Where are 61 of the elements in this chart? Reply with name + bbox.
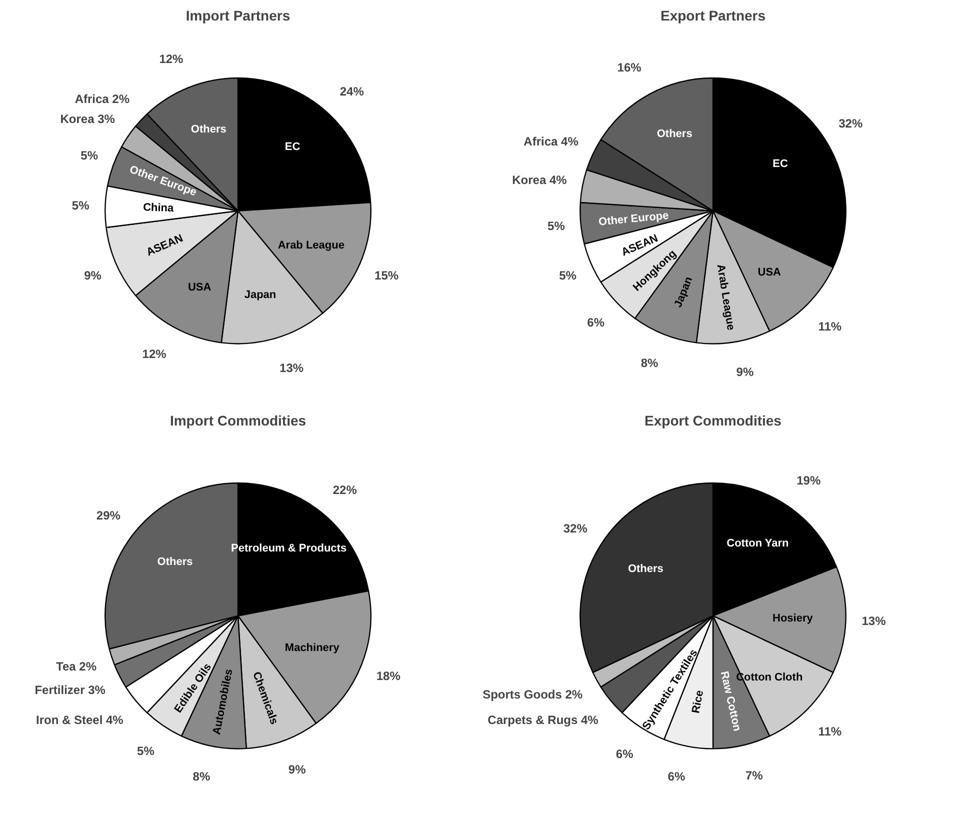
data-label: 32%	[563, 521, 588, 536]
data-label: 13%	[862, 614, 886, 628]
data-label: 13%	[280, 360, 304, 375]
chart-title: Import Partners	[186, 8, 290, 24]
slice-label: Tea 2%	[56, 659, 97, 674]
slice-label: Carpets & Rugs 4%	[488, 713, 599, 727]
slice-label: Others	[157, 556, 193, 568]
data-label: 6%	[587, 316, 605, 330]
data-label: 6%	[616, 746, 634, 761]
slice-label: Others	[656, 128, 692, 140]
data-label: 5%	[548, 219, 566, 234]
slice-label: Arab League	[714, 263, 737, 332]
data-label: 9%	[84, 268, 102, 283]
slice-label: Other Europe	[598, 210, 670, 228]
slice-label: USA	[758, 266, 782, 279]
chart-title: Export Commodities	[644, 412, 782, 428]
slice-label: Africa 4%	[524, 134, 579, 148]
slice-label: Japan	[672, 274, 696, 310]
data-label: 8%	[192, 769, 210, 784]
slice-label: EC	[772, 158, 788, 170]
slice-label: Arab League	[278, 240, 344, 252]
slice-label: Others	[190, 123, 226, 136]
data-label: 9%	[736, 365, 754, 380]
slice-label: Iron & Steel 4%	[36, 713, 124, 727]
data-label: 5%	[559, 268, 577, 283]
data-label: 18%	[376, 669, 401, 683]
data-label: 5%	[137, 744, 155, 758]
data-label: 19%	[796, 474, 821, 488]
slice-label: Petroleum & Products	[231, 542, 347, 554]
data-label: 16%	[617, 60, 642, 75]
data-label: 32%	[838, 116, 863, 130]
data-label: 12%	[142, 347, 167, 362]
slice-label: Hosiery	[772, 612, 814, 625]
slice-label: EC	[284, 141, 300, 154]
slice-label: Cotton Yarn	[726, 537, 790, 550]
slice-label: China	[142, 202, 175, 215]
slice-label: Korea 4%	[512, 173, 568, 188]
slice-label: USA	[188, 282, 212, 294]
slice-label: Korea 3%	[60, 112, 116, 126]
data-label: 11%	[818, 319, 842, 334]
chart-title: Import Commodities	[170, 412, 306, 428]
slice-label: Rice	[690, 689, 706, 714]
data-label: 5%	[72, 198, 90, 213]
data-label: 12%	[159, 52, 184, 66]
chart-title: Export Partners	[660, 8, 766, 24]
data-label: 11%	[818, 724, 842, 738]
data-label: 22%	[332, 482, 358, 497]
data-label: 7%	[745, 768, 764, 782]
data-label: 9%	[288, 762, 306, 777]
data-label: 8%	[640, 356, 659, 370]
data-label: 29%	[96, 508, 121, 523]
slice-label: Japan	[244, 288, 276, 301]
slice-label: Machinery	[284, 642, 340, 654]
data-label: 6%	[668, 769, 686, 784]
slice-label: Others	[628, 562, 664, 575]
slice-label: Fertilizer 3%	[34, 683, 106, 698]
data-label: 5%	[80, 148, 98, 163]
data-label: 24%	[340, 84, 364, 99]
slice-label: Africa 2%	[74, 92, 130, 106]
slice-label: Sports Goods 2%	[482, 688, 583, 702]
data-label: 15%	[374, 268, 399, 283]
